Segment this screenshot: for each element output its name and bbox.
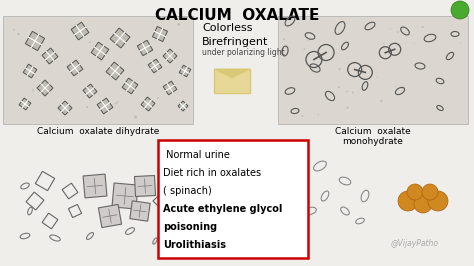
Polygon shape — [163, 81, 177, 95]
Polygon shape — [99, 204, 122, 228]
Circle shape — [32, 89, 34, 92]
Text: Birefringent: Birefringent — [202, 37, 268, 47]
Circle shape — [303, 48, 306, 50]
Text: ( spinach): ( spinach) — [163, 186, 212, 196]
Polygon shape — [130, 201, 150, 221]
Text: poisoning: poisoning — [163, 222, 217, 232]
Bar — [278, 16, 468, 124]
Polygon shape — [71, 22, 89, 40]
Circle shape — [177, 23, 180, 26]
Circle shape — [352, 91, 354, 93]
Circle shape — [395, 86, 396, 87]
Circle shape — [308, 40, 309, 41]
Circle shape — [346, 107, 349, 109]
Polygon shape — [110, 28, 130, 48]
Polygon shape — [135, 176, 155, 197]
Circle shape — [414, 195, 432, 213]
Text: Calcium  oxalate dihydrate: Calcium oxalate dihydrate — [37, 127, 159, 136]
Polygon shape — [214, 69, 250, 78]
Polygon shape — [91, 42, 109, 60]
Bar — [3, 16, 193, 124]
Circle shape — [397, 31, 399, 33]
Circle shape — [407, 184, 423, 200]
Circle shape — [17, 33, 20, 35]
Text: under polarizing light: under polarizing light — [202, 48, 285, 57]
Circle shape — [421, 26, 424, 28]
Circle shape — [460, 43, 461, 44]
Circle shape — [283, 38, 285, 40]
Text: Calcium  oxalate
monohydrate: Calcium oxalate monohydrate — [335, 127, 411, 146]
Circle shape — [390, 28, 391, 29]
Polygon shape — [163, 49, 177, 63]
Polygon shape — [106, 62, 124, 80]
Polygon shape — [122, 78, 138, 94]
Circle shape — [13, 29, 15, 31]
Bar — [214, 69, 250, 93]
Polygon shape — [148, 59, 162, 73]
Circle shape — [40, 88, 42, 90]
Circle shape — [74, 24, 77, 27]
Polygon shape — [179, 65, 191, 77]
Circle shape — [451, 1, 469, 19]
Polygon shape — [97, 98, 113, 114]
Text: CALCIUM  OXALATE: CALCIUM OXALATE — [155, 8, 319, 23]
Circle shape — [157, 97, 159, 99]
Polygon shape — [141, 97, 155, 111]
Circle shape — [62, 108, 64, 111]
Circle shape — [338, 86, 340, 88]
Text: Acute ethylene glycol: Acute ethylene glycol — [163, 204, 283, 214]
Circle shape — [376, 77, 378, 78]
Text: Normal urine: Normal urine — [163, 150, 230, 160]
Circle shape — [100, 60, 101, 62]
Polygon shape — [112, 183, 138, 209]
Circle shape — [398, 191, 418, 211]
Polygon shape — [153, 27, 167, 41]
Polygon shape — [83, 84, 97, 98]
Polygon shape — [178, 101, 188, 111]
Polygon shape — [23, 64, 37, 78]
Circle shape — [380, 100, 383, 102]
Circle shape — [117, 101, 118, 103]
Circle shape — [338, 68, 341, 70]
Circle shape — [422, 184, 438, 200]
Polygon shape — [137, 40, 153, 56]
Polygon shape — [25, 31, 45, 51]
Circle shape — [301, 115, 303, 117]
Bar — [158, 140, 308, 258]
Circle shape — [401, 88, 403, 89]
Circle shape — [414, 43, 415, 44]
Polygon shape — [19, 98, 31, 110]
Circle shape — [318, 114, 319, 115]
Circle shape — [86, 106, 88, 108]
Text: Colorless: Colorless — [202, 23, 253, 33]
Text: @VijayPatho: @VijayPatho — [391, 239, 439, 248]
Polygon shape — [37, 80, 53, 96]
Polygon shape — [67, 60, 83, 76]
Polygon shape — [58, 101, 72, 115]
Circle shape — [346, 91, 348, 92]
Circle shape — [115, 103, 117, 105]
Circle shape — [84, 89, 87, 92]
Circle shape — [89, 41, 91, 43]
Text: Diet rich in oxalates: Diet rich in oxalates — [163, 168, 261, 178]
Circle shape — [428, 191, 448, 211]
Text: Urolithiasis: Urolithiasis — [163, 240, 226, 250]
Circle shape — [383, 43, 385, 44]
Circle shape — [134, 115, 137, 118]
Polygon shape — [83, 174, 107, 198]
Polygon shape — [42, 48, 58, 64]
